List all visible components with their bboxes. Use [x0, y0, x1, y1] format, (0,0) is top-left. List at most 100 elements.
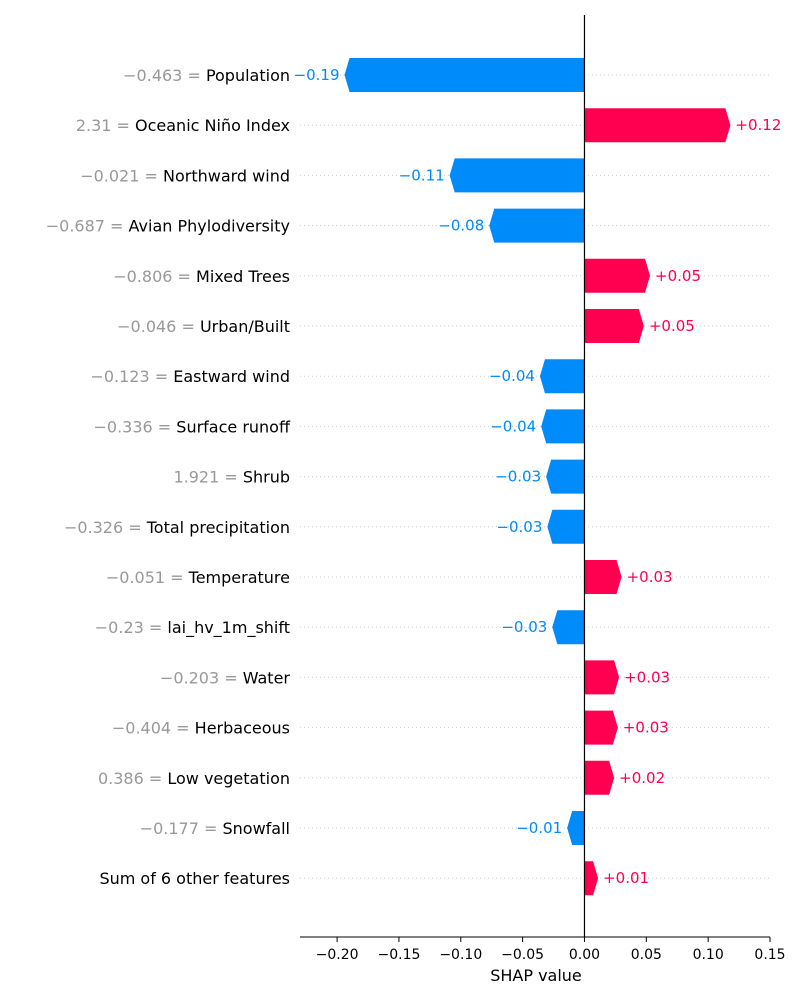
feature-value: −0.463 [123, 66, 182, 85]
bar-value-label: +0.05 [655, 267, 701, 285]
feature-value: −0.326 [64, 518, 123, 537]
bar-value-label: +0.01 [603, 869, 649, 887]
feature-name: Oceanic Niño Index [135, 116, 290, 135]
feature-tick-label: −0.23 = lai_hv_1m_shift [95, 618, 290, 638]
equals-sign: = [219, 668, 243, 687]
feature-tick-label: −0.463 = Population [123, 66, 290, 85]
feature-value: −0.203 [160, 668, 219, 687]
equals-sign: = [153, 417, 177, 436]
bar-layer [344, 58, 731, 896]
equals-sign: = [123, 518, 147, 537]
feature-tick-label: 2.31 = Oceanic Niño Index [76, 116, 290, 135]
feature-tick-label: 0.386 = Low vegetation [98, 769, 290, 788]
bar [489, 208, 585, 243]
feature-tick-label: −0.021 = Northward wind [80, 166, 290, 185]
feature-name: Northward wind [163, 166, 290, 185]
bar-value-label: +0.12 [735, 116, 781, 134]
equals-sign: = [176, 317, 200, 336]
bar-value-label: −0.03 [495, 468, 541, 486]
bar-value-label: −0.19 [294, 66, 340, 84]
feature-name: Snowfall [223, 819, 291, 838]
feature-name: Water [243, 668, 291, 687]
feature-tick-label: −0.326 = Total precipitation [64, 518, 290, 537]
equals-sign: = [182, 66, 206, 85]
feature-name: lai_hv_1m_shift [167, 618, 290, 638]
feature-tick-label: −0.046 = Urban/Built [117, 317, 290, 336]
x-tick-label: 0.10 [693, 947, 724, 963]
bar [584, 560, 622, 594]
feature-value: 0.386 [98, 769, 144, 788]
feature-tick-label: −0.177 = Snowfall [140, 819, 290, 838]
bar [584, 309, 644, 343]
feature-tick-label: 1.921 = Shrub [173, 468, 290, 487]
x-tick-label: −0.20 [316, 947, 359, 963]
x-tick-label: −0.05 [501, 947, 544, 963]
bar-value-label: +0.03 [627, 568, 673, 586]
bar-value-label: +0.05 [649, 317, 695, 335]
feature-name: Surface runoff [176, 417, 291, 436]
feature-tick-label: −0.336 = Surface runoff [93, 417, 290, 436]
x-tick-label: 0.05 [631, 947, 662, 963]
bar [552, 610, 585, 645]
bar [449, 158, 585, 193]
bar [584, 108, 731, 143]
equals-sign: = [139, 166, 163, 185]
feature-value: −0.806 [113, 267, 172, 286]
feature-tick-label: −0.203 = Water [160, 668, 291, 687]
feature-name: Total precipitation [146, 518, 290, 537]
bar-value-label: +0.03 [624, 668, 670, 686]
bar [547, 509, 585, 544]
feature-tick-label: −0.051 = Temperature [106, 568, 290, 587]
x-tick-label: 0.00 [569, 947, 600, 963]
feature-value: −0.404 [112, 719, 171, 738]
feature-value: 1.921 [173, 468, 219, 487]
bar-value-label: −0.08 [438, 217, 484, 235]
feature-tick-label: −0.404 = Herbaceous [112, 719, 290, 738]
feature-value: −0.046 [117, 317, 176, 336]
feature-value: −0.021 [80, 166, 139, 185]
equals-sign: = [150, 367, 174, 386]
bar [541, 409, 585, 444]
feature-name: Sum of 6 other features [99, 869, 290, 888]
equals-sign: = [144, 769, 168, 788]
x-tick-label: −0.10 [439, 947, 482, 963]
feature-name: Avian Phylodiversity [129, 217, 290, 236]
bar [539, 359, 585, 394]
feature-name: Mixed Trees [196, 267, 290, 286]
feature-value: −0.687 [46, 217, 105, 236]
feature-tick-label: Sum of 6 other features [99, 869, 290, 888]
bar-value-label: −0.03 [496, 518, 542, 536]
bar [546, 459, 585, 494]
feature-value: −0.051 [106, 568, 165, 587]
feature-name: Urban/Built [200, 317, 290, 336]
feature-name: Population [206, 66, 290, 85]
feature-tick-label: −0.687 = Avian Phylodiversity [46, 217, 290, 236]
feature-value: −0.336 [93, 417, 152, 436]
bar [584, 861, 599, 896]
bar-value-label: −0.03 [501, 618, 547, 636]
equals-sign: = [199, 819, 223, 838]
bar [584, 760, 615, 795]
x-axis: −0.20 −0.15 −0.10 −0.05 0.00 0.05 0.10 0.15 [300, 936, 786, 963]
equals-sign: = [171, 719, 195, 738]
feature-name: Herbaceous [195, 719, 290, 738]
equals-sign: = [219, 468, 243, 487]
feature-value: −0.177 [140, 819, 199, 838]
equals-sign: = [111, 116, 135, 135]
equals-sign: = [165, 568, 189, 587]
label-layer: −0.19−0.463 = Population+0.122.31 = Ocea… [46, 66, 782, 888]
bar [584, 660, 620, 695]
x-axis-title: SHAP value [490, 966, 582, 985]
bar-value-label: −0.01 [516, 819, 562, 837]
x-tick-label: 0.15 [754, 947, 785, 963]
feature-value: 2.31 [76, 116, 112, 135]
bar-value-label: −0.04 [489, 367, 535, 385]
feature-tick-label: −0.806 = Mixed Trees [113, 267, 290, 286]
bar-value-label: −0.04 [490, 417, 536, 435]
bar-value-label: +0.03 [623, 719, 669, 737]
feature-value: −0.23 [95, 618, 144, 637]
feature-tick-label: −0.123 = Eastward wind [90, 367, 290, 386]
feature-name: Shrub [243, 468, 290, 487]
feature-name: Temperature [188, 568, 290, 587]
